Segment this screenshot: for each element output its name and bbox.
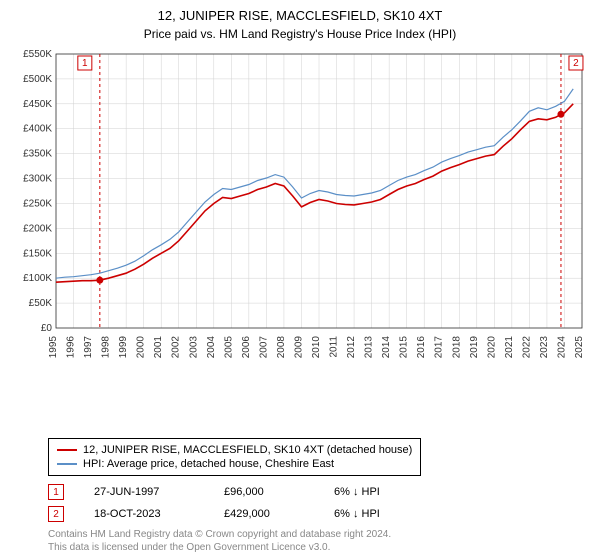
svg-text:2006: 2006 bbox=[241, 336, 252, 359]
legend-label: HPI: Average price, detached house, Ches… bbox=[83, 458, 334, 470]
svg-text:2002: 2002 bbox=[171, 336, 182, 359]
svg-text:£450K: £450K bbox=[23, 99, 52, 110]
svg-text:2001: 2001 bbox=[153, 336, 164, 359]
legend-item: 12, JUNIPER RISE, MACCLESFIELD, SK10 4XT… bbox=[57, 443, 412, 457]
svg-text:2015: 2015 bbox=[399, 336, 410, 359]
svg-text:2005: 2005 bbox=[223, 336, 234, 359]
legend-swatch bbox=[57, 449, 77, 451]
transaction-row: 1 27-JUN-1997 £96,000 6% ↓ HPI bbox=[48, 484, 414, 500]
svg-text:2010: 2010 bbox=[311, 336, 322, 359]
svg-text:2007: 2007 bbox=[258, 336, 269, 359]
svg-text:2019: 2019 bbox=[469, 336, 480, 359]
svg-text:£350K: £350K bbox=[23, 149, 52, 160]
svg-text:2013: 2013 bbox=[364, 336, 375, 359]
line-chart: £0 £50K £100K £150K £200K £250K £300K £350K £400… bbox=[8, 48, 592, 378]
svg-text:£400K: £400K bbox=[23, 124, 52, 135]
transaction-pct: 6% ↓ HPI bbox=[334, 508, 414, 520]
svg-text:2008: 2008 bbox=[276, 336, 287, 359]
svg-text:1: 1 bbox=[82, 58, 88, 69]
page-root: 12, JUNIPER RISE, MACCLESFIELD, SK10 4XT… bbox=[0, 0, 600, 560]
transaction-price: £429,000 bbox=[224, 508, 304, 520]
svg-text:2004: 2004 bbox=[206, 336, 217, 359]
svg-text:2000: 2000 bbox=[136, 336, 147, 359]
svg-text:2023: 2023 bbox=[539, 336, 550, 359]
legend-label: 12, JUNIPER RISE, MACCLESFIELD, SK10 4XT… bbox=[83, 444, 412, 456]
svg-text:2021: 2021 bbox=[504, 336, 515, 359]
svg-text:£550K: £550K bbox=[23, 49, 52, 60]
svg-text:2022: 2022 bbox=[521, 336, 532, 359]
transaction-date: 27-JUN-1997 bbox=[94, 486, 194, 498]
legend-box: 12, JUNIPER RISE, MACCLESFIELD, SK10 4XT… bbox=[48, 438, 421, 476]
svg-text:2012: 2012 bbox=[346, 336, 357, 359]
svg-text:2016: 2016 bbox=[416, 336, 427, 359]
svg-text:£150K: £150K bbox=[23, 248, 52, 259]
footer-line: Contains HM Land Registry data © Crown c… bbox=[48, 528, 391, 541]
svg-text:2: 2 bbox=[573, 58, 579, 69]
marker-badge: 2 bbox=[48, 506, 64, 522]
svg-text:1998: 1998 bbox=[101, 336, 112, 359]
svg-text:2018: 2018 bbox=[451, 336, 462, 359]
legend-item: HPI: Average price, detached house, Ches… bbox=[57, 457, 412, 471]
transaction-pct: 6% ↓ HPI bbox=[334, 486, 414, 498]
svg-text:2024: 2024 bbox=[556, 336, 567, 359]
svg-text:1995: 1995 bbox=[48, 336, 59, 359]
svg-text:2020: 2020 bbox=[486, 336, 497, 359]
chart-title: 12, JUNIPER RISE, MACCLESFIELD, SK10 4XT bbox=[0, 0, 600, 23]
svg-text:2009: 2009 bbox=[293, 336, 304, 359]
svg-text:£0: £0 bbox=[41, 323, 53, 334]
svg-text:2011: 2011 bbox=[329, 336, 340, 358]
svg-text:£250K: £250K bbox=[23, 198, 52, 209]
svg-text:£100K: £100K bbox=[23, 273, 52, 284]
svg-text:2025: 2025 bbox=[574, 336, 585, 359]
legend-swatch bbox=[57, 463, 77, 465]
transaction-price: £96,000 bbox=[224, 486, 304, 498]
svg-text:£200K: £200K bbox=[23, 223, 52, 234]
svg-text:2003: 2003 bbox=[188, 336, 199, 359]
svg-text:1997: 1997 bbox=[83, 336, 94, 359]
marker-badge: 1 bbox=[48, 484, 64, 500]
transaction-date: 18-OCT-2023 bbox=[94, 508, 194, 520]
chart-area: £0 £50K £100K £150K £200K £250K £300K £350K £400… bbox=[8, 48, 592, 378]
svg-text:2017: 2017 bbox=[434, 336, 445, 359]
footer-attribution: Contains HM Land Registry data © Crown c… bbox=[48, 528, 391, 554]
svg-text:£500K: £500K bbox=[23, 74, 52, 85]
footer-line: This data is licensed under the Open Gov… bbox=[48, 541, 391, 554]
transaction-row: 2 18-OCT-2023 £429,000 6% ↓ HPI bbox=[48, 506, 414, 522]
svg-text:£300K: £300K bbox=[23, 174, 52, 185]
svg-text:1996: 1996 bbox=[66, 336, 77, 359]
svg-text:£50K: £50K bbox=[29, 298, 53, 309]
svg-text:1999: 1999 bbox=[118, 336, 129, 359]
chart-subtitle: Price paid vs. HM Land Registry's House … bbox=[0, 23, 600, 41]
svg-text:2014: 2014 bbox=[381, 336, 392, 359]
